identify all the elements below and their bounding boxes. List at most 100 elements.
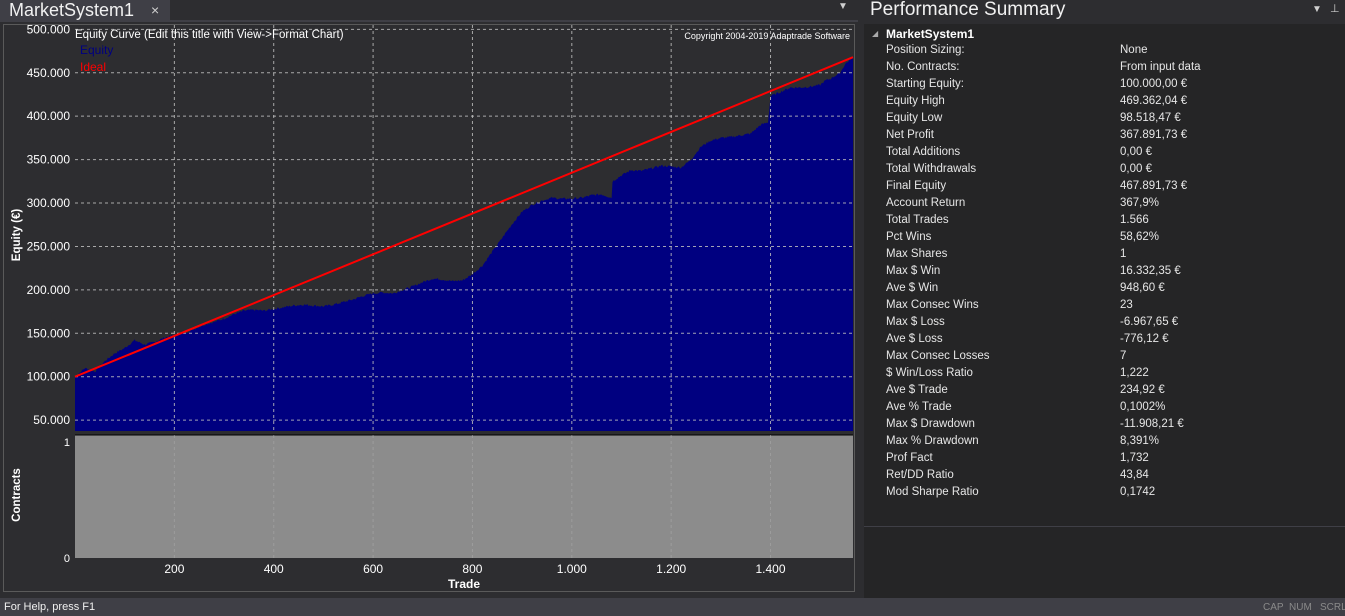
chevron-down-icon[interactable]: ▼ (838, 1, 848, 12)
summary-row-value: None (1120, 44, 1148, 56)
summary-row-value: 0,1002% (1120, 401, 1166, 413)
pin-icon[interactable]: ⊥ (1330, 3, 1340, 15)
summary-row-value: -11.908,21 € (1120, 418, 1184, 430)
contracts-grid (173, 435, 772, 558)
x-tick-label: 1.400 (756, 562, 786, 576)
y-tick-labels: 50.000 100.000 150.000 200.000 250.000 300.00… (27, 25, 71, 427)
summary-row-value: From input data (1120, 61, 1201, 73)
summary-row-value: 948,60 € (1120, 282, 1165, 294)
x-tick-label: 600 (363, 562, 383, 576)
summary-row: $ Win/Loss Ratio 1,222 (886, 367, 1336, 384)
summary-row: Net Profit 367.891,73 € (886, 129, 1336, 146)
status-bar: For Help, press F1 CAP NUM SCRL (0, 598, 1345, 616)
summary-row-label: Ave % Trade (886, 401, 952, 413)
summary-row-value: 467.891,73 € (1120, 180, 1188, 192)
num-indicator: NUM (1289, 602, 1312, 613)
summary-row: Ave $ Win 948,60 € (886, 282, 1336, 299)
summary-row-label: Total Additions (886, 146, 961, 158)
summary-divider (864, 526, 1345, 527)
y-tick-label: 250.000 (27, 239, 71, 253)
performance-summary-pane: Performance Summary ▼ ⊥ ◢ MarketSystem1 … (864, 0, 1345, 598)
ideal-line (74, 56, 854, 378)
x-tick-label: 400 (264, 562, 284, 576)
summary-row-label: Ave $ Trade (886, 384, 948, 396)
summary-row: Max Consec Losses 7 (886, 350, 1336, 367)
x-tick-label: 1.000 (557, 562, 587, 576)
y-tick-label: 400.000 (27, 109, 71, 123)
summary-header: Performance Summary ▼ ⊥ (864, 0, 1345, 24)
x-tick-labels: 200 400 600 800 1.000 1.200 1.400 (164, 562, 786, 576)
summary-row: Max $ Drawdown -11.908,21 € (886, 418, 1336, 435)
contracts-tick-1: 1 (64, 437, 70, 449)
summary-row: Max Shares 1 (886, 248, 1336, 265)
y-tick-label: 300.000 (27, 196, 71, 210)
document-tab[interactable]: MarketSystem1 × (0, 0, 170, 20)
y-tick-label: 100.000 (27, 370, 71, 384)
summary-row: Ave $ Loss -776,12 € (886, 333, 1336, 350)
chevron-down-icon[interactable]: ▼ (1312, 4, 1322, 15)
summary-row-value: 0,1742 (1120, 486, 1156, 498)
summary-row-value: 234,92 € (1120, 384, 1165, 396)
summary-row-label: Net Profit (886, 129, 934, 141)
summary-row: Total Withdrawals 0,00 € (886, 163, 1336, 180)
collapse-toggle-icon[interactable]: ◢ (872, 29, 879, 38)
summary-row-value: 0,00 € (1120, 146, 1152, 158)
summary-row: Max $ Win 16.332,35 € (886, 265, 1336, 282)
y-tick-label: 500.000 (27, 25, 71, 36)
summary-row-value: 469.362,04 € (1120, 95, 1188, 107)
summary-row-value: 16.332,35 € (1120, 265, 1181, 277)
summary-row-label: Max $ Win (886, 265, 941, 277)
summary-body: ◢ MarketSystem1 Position Sizing: None No. … (864, 26, 1345, 526)
y-tick-label: 350.000 (27, 153, 71, 167)
contracts-tick-0: 0 (64, 553, 70, 565)
x-tick-label: 800 (462, 562, 482, 576)
x-axis-label: Trade (448, 577, 480, 591)
summary-row-value: -776,12 € (1120, 333, 1169, 345)
summary-row-value: 1.566 (1120, 214, 1149, 226)
summary-row-value: 43,84 (1120, 469, 1149, 481)
summary-row-value: 0,00 € (1120, 163, 1152, 175)
summary-row-label: Ave $ Win (886, 282, 939, 294)
summary-row: Ave % Trade 0,1002% (886, 401, 1336, 418)
summary-row-label: No. Contracts: (886, 61, 960, 73)
summary-row-label: Ret/DD Ratio (886, 469, 954, 481)
equity-grid (75, 25, 853, 431)
summary-row-label: Account Return (886, 197, 966, 209)
summary-row-label: Max Consec Wins (886, 299, 979, 311)
scrl-indicator: SCRL (1320, 602, 1345, 613)
close-icon[interactable]: × (151, 2, 160, 18)
summary-row-label: Starting Equity: (886, 78, 964, 90)
summary-row-label: Position Sizing: (886, 44, 965, 56)
y-tick-label: 150.000 (27, 326, 71, 340)
summary-row-value: 367.891,73 € (1120, 129, 1188, 141)
summary-row: Account Return 367,9% (886, 197, 1336, 214)
summary-row: Equity High 469.362,04 € (886, 95, 1336, 112)
summary-row-value: 100.000,00 € (1120, 78, 1188, 90)
document-pane: MarketSystem1 × ▼ 50.000 100.000 150.000 20… (0, 0, 858, 592)
ideal-line-group (74, 56, 854, 378)
y-tick-label: 200.000 (27, 283, 71, 297)
equity-area-group (75, 57, 853, 431)
chart-copyright: Copyright 2004-2019 Adaptrade Software (684, 31, 850, 41)
summary-row-value: 7 (1120, 350, 1127, 362)
tab-underline (0, 20, 858, 22)
summary-title: Performance Summary (870, 0, 1066, 20)
summary-row-label: Max Shares (886, 248, 948, 260)
equity-area (75, 57, 853, 431)
status-text: For Help, press F1 (4, 601, 96, 613)
summary-row: Ave $ Trade 234,92 € (886, 384, 1336, 401)
summary-row: Ret/DD Ratio 43,84 (886, 469, 1336, 486)
summary-row-value: 23 (1120, 299, 1133, 311)
contracts-area (75, 435, 853, 558)
summary-row-label: Total Trades (886, 214, 949, 226)
summary-row-label: Max $ Drawdown (886, 418, 975, 430)
y-axis-label: Equity (€) (11, 209, 23, 262)
summary-row: Prof Fact 1,732 (886, 452, 1336, 469)
y-tick-label: 50.000 (33, 413, 70, 427)
equity-chart-frame: 50.000 100.000 150.000 200.000 250.000 300.00… (3, 24, 855, 592)
summary-row-label: Max $ Loss (886, 316, 945, 328)
chart-title[interactable]: Equity Curve (Edit this title with View-… (75, 29, 344, 41)
x-tick-label: 1.200 (656, 562, 686, 576)
equity-chart: 50.000 100.000 150.000 200.000 250.000 300.00… (11, 25, 854, 591)
summary-section-name: MarketSystem1 (886, 27, 975, 41)
